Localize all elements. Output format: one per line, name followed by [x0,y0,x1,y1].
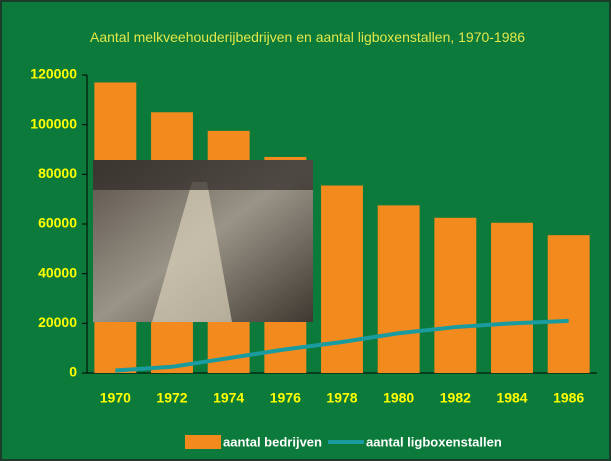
bar [491,223,533,373]
y-tick-label: 60000 [38,215,77,231]
x-tick-label: 1972 [156,390,187,406]
chart: Aantal melkveehouderijbedrijven en aanta… [0,0,611,461]
y-tick-label: 100000 [30,115,77,131]
legend-label: aantal bedrijven [223,434,322,449]
y-tick-label: 40000 [38,264,77,280]
bar [434,218,476,373]
x-tick-label: 1976 [270,390,301,406]
y-tick-label: 0 [69,364,77,380]
bar [548,235,590,373]
legend-label: aantal ligboxenstallen [366,434,502,449]
y-tick-label: 120000 [30,66,77,82]
x-tick-label: 1982 [440,390,471,406]
y-tick-label: 80000 [38,165,77,181]
photo-roof [93,160,313,190]
x-tick-label: 1986 [553,390,584,406]
x-tick-label: 1984 [496,390,527,406]
x-tick-label: 1974 [213,390,244,406]
x-tick-label: 1980 [383,390,414,406]
y-tick-label: 20000 [38,314,77,330]
x-tick-label: 1970 [100,390,131,406]
bar [378,205,420,373]
plot: 0 20000 40000 60000 80000 100000 120000 1970 197… [2,2,609,459]
legend-swatch [185,435,221,449]
x-tick-label: 1978 [326,390,357,406]
